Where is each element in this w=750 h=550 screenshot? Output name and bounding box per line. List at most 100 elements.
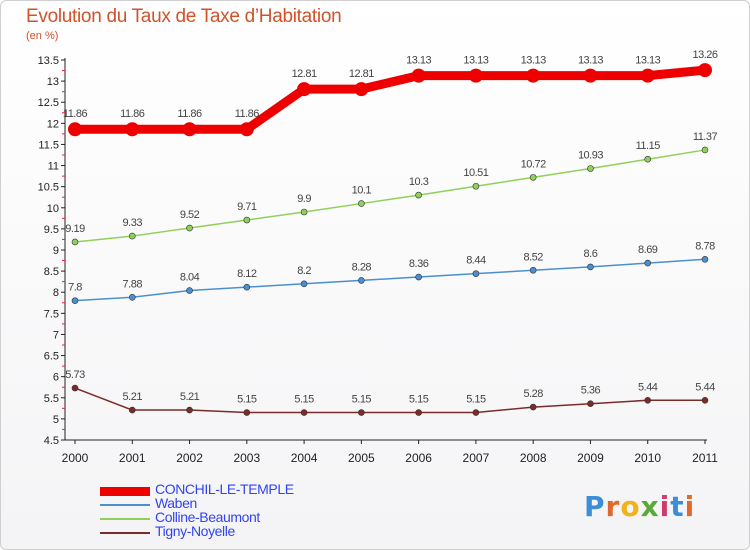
- data-label: 9.52: [180, 209, 200, 221]
- data-label: 8.28: [352, 261, 372, 273]
- data-label: 10.93: [578, 150, 603, 162]
- data-label: 5.15: [294, 394, 314, 406]
- data-point: [128, 406, 136, 414]
- series-line-1: [74, 258, 706, 302]
- y-tick-label: 12: [47, 118, 59, 130]
- data-point: [472, 182, 480, 190]
- y-tick-label: 7.5: [44, 308, 59, 320]
- legend-label: Colline-Beaumont: [155, 509, 260, 525]
- x-tick-label: 2004: [291, 451, 318, 465]
- data-label: 8.78: [695, 240, 715, 252]
- data-label: 9.71: [237, 201, 257, 213]
- data-label: 7.88: [123, 278, 143, 290]
- data-label: 10.3: [409, 176, 429, 188]
- y-tick-label: 5.5: [44, 393, 59, 405]
- x-tick-label: 2002: [176, 451, 203, 465]
- x-tick-label: 2003: [233, 451, 260, 465]
- data-point: [128, 232, 136, 240]
- data-point: [358, 200, 365, 207]
- data-label: 8.36: [409, 258, 429, 270]
- x-tick-label: 2006: [405, 451, 432, 465]
- data-label: 7.8: [68, 282, 82, 294]
- data-label: 8.69: [638, 244, 658, 256]
- data-point: [186, 287, 193, 294]
- data-point: [186, 406, 193, 414]
- data-point: [68, 122, 82, 137]
- data-label: 11.86: [63, 108, 88, 120]
- y-tick-label: 9.5: [44, 224, 59, 236]
- data-label: 11.37: [693, 131, 718, 143]
- logo-letter: r: [605, 490, 621, 523]
- data-point: [587, 400, 594, 407]
- data-labels: 11.86 11.86 11.86 11.86 12.81 12.81 13.13 13.13…: [63, 49, 719, 406]
- data-label: 11.86: [120, 108, 145, 120]
- data-label: 5.44: [695, 381, 715, 393]
- x-tick-label: 2008: [520, 451, 547, 465]
- proxiti-logo: Proxiti: [584, 490, 695, 523]
- logo-letter: x: [640, 490, 660, 523]
- data-label: 5.73: [65, 369, 85, 381]
- data-point: [300, 409, 308, 416]
- data-label: 5.28: [523, 388, 543, 400]
- y-tick-label: 10.5: [38, 182, 59, 194]
- data-point: [526, 68, 541, 83]
- data-label: 12.81: [292, 68, 317, 80]
- logo-letter: i: [684, 490, 696, 523]
- x-tick-label: 2001: [119, 451, 146, 465]
- data-point: [644, 155, 652, 163]
- data-label: 13.26: [692, 49, 717, 61]
- y-tick-label: 6: [53, 372, 59, 384]
- data-point: [243, 216, 251, 224]
- data-label: 8.12: [237, 268, 257, 280]
- legend-item: Colline-Beaumont: [100, 509, 400, 526]
- legend-label: Tigny-Noyelle: [155, 523, 235, 539]
- series-layer: [68, 63, 712, 416]
- data-label: 9.19: [65, 223, 85, 235]
- data-point: [698, 63, 712, 78]
- data-label: 11.15: [636, 140, 661, 152]
- legend-swatch: [100, 532, 150, 534]
- logo-letter: o: [620, 490, 641, 523]
- data-label: 11.86: [235, 108, 260, 120]
- data-label: 5.15: [352, 394, 372, 406]
- legend-item: CONCHIL-LE-TEMPLE: [100, 481, 400, 498]
- y-tick-label: 5: [53, 414, 59, 426]
- y-tick-label: 10: [47, 203, 59, 215]
- y-tick-label: 13: [47, 76, 59, 88]
- data-label: 5.21: [123, 391, 143, 403]
- data-point: [128, 293, 136, 301]
- data-point: [297, 82, 312, 97]
- data-label: 5.15: [409, 394, 429, 406]
- data-label: 9.9: [297, 193, 311, 205]
- series-line-0: [70, 65, 710, 134]
- chart-title: Evolution du Taux de Taxe d’Habitation: [26, 6, 342, 27]
- data-point: [186, 224, 193, 232]
- data-label: 11.86: [177, 108, 202, 120]
- y-tick-label: 11.5: [38, 139, 59, 151]
- data-point: [472, 270, 480, 277]
- data-label: 13.13: [406, 55, 431, 67]
- data-point: [182, 122, 197, 137]
- y-tick-label: 8.5: [44, 266, 59, 278]
- data-label: 12.81: [349, 68, 374, 80]
- legend-label: Waben: [155, 495, 197, 511]
- data-point: [125, 122, 140, 137]
- data-point: [71, 238, 79, 246]
- legend-item: Tigny-Noyelle: [100, 523, 400, 540]
- data-point: [300, 280, 308, 288]
- data-point: [415, 409, 422, 416]
- data-label: 9.33: [123, 217, 143, 229]
- x-tick-label: 2011: [692, 451, 718, 465]
- data-point: [468, 68, 483, 83]
- data-point: [415, 273, 422, 281]
- data-point: [529, 174, 537, 181]
- axes: 4.5 5 5.5 6 6.5 7 7.5 8 8.5 9 9.5 10 10.5 11 11.5 12 12.…: [38, 55, 719, 465]
- data-label: 8.2: [297, 265, 311, 277]
- data-point: [644, 259, 652, 267]
- y-tick-label: 4.5: [44, 435, 59, 447]
- data-label: 13.13: [463, 55, 488, 67]
- data-point: [472, 409, 480, 416]
- data-point: [587, 165, 594, 172]
- y-tick-label: 6.5: [44, 351, 59, 363]
